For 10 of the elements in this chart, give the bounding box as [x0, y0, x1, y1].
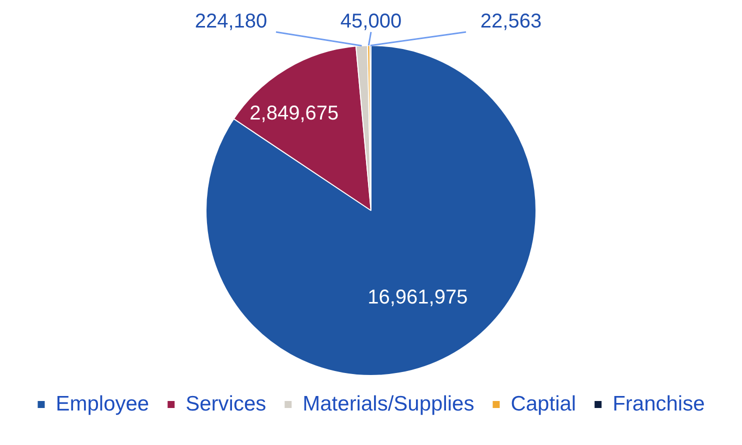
legend-label: Materials/Supplies	[302, 392, 474, 416]
data-label: 16,961,975	[368, 286, 468, 308]
data-label: 2,849,675	[250, 102, 339, 125]
legend-label: Employee	[56, 392, 150, 416]
data-label: 224,180	[194, 10, 268, 33]
legend-label: Franchise	[612, 392, 705, 416]
legend-label: Services	[186, 392, 266, 416]
legend-label: Captial	[510, 392, 576, 416]
data-label: 22,563	[480, 10, 542, 33]
data-label: 45,000	[340, 10, 402, 33]
